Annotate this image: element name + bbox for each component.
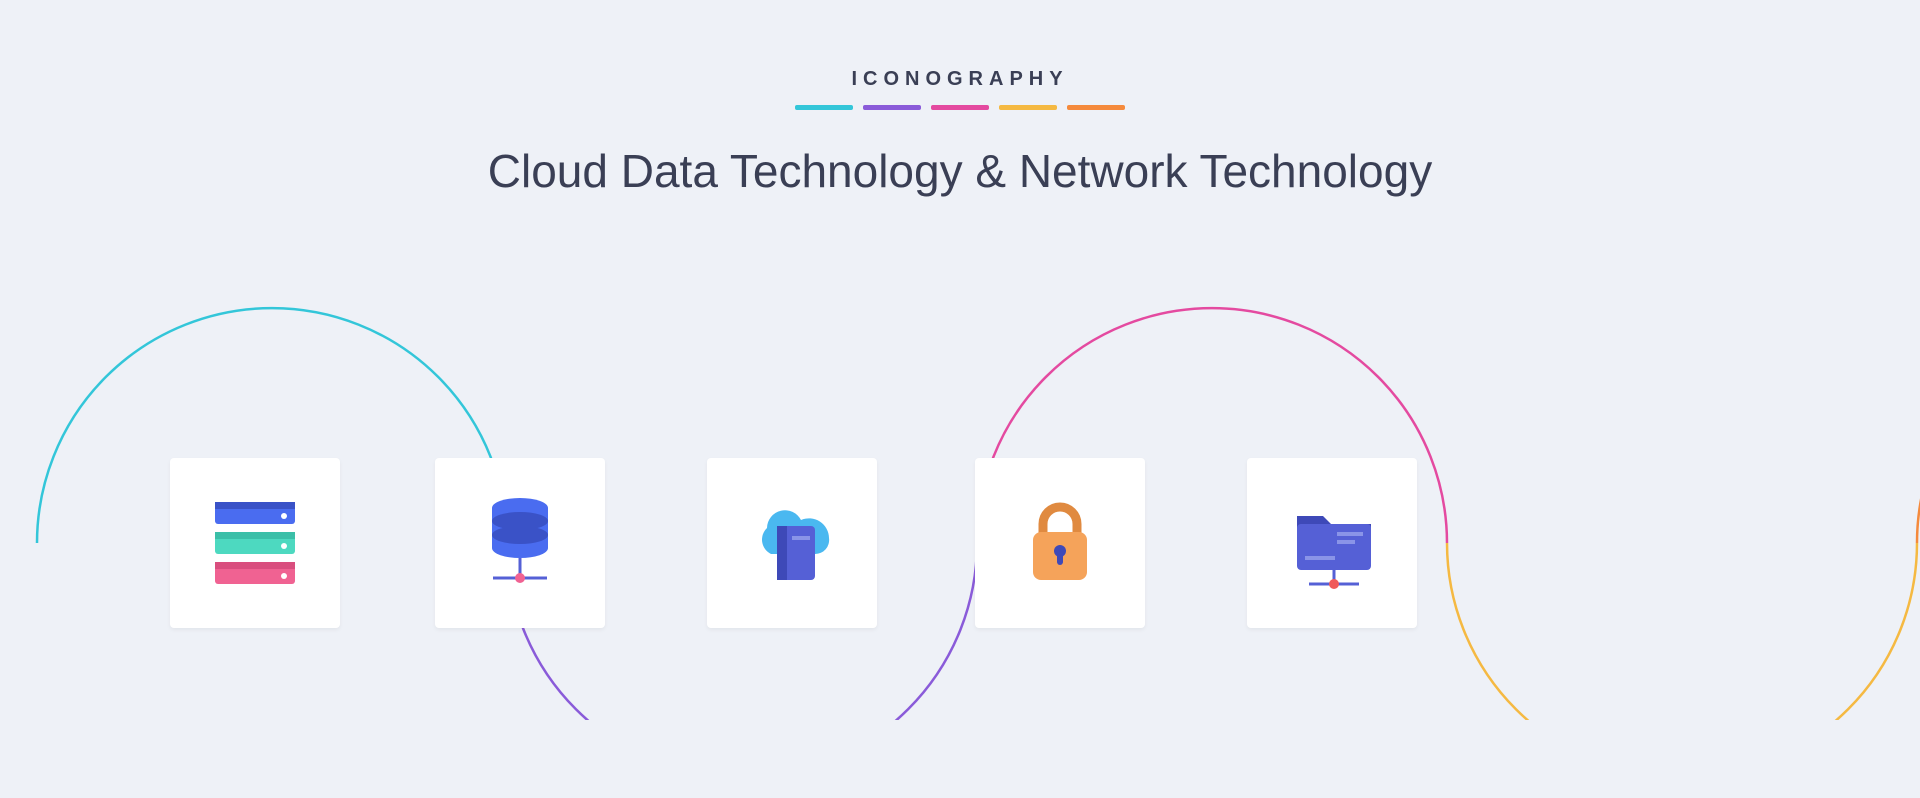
- cards-layer: [0, 300, 1920, 720]
- icon-card: [170, 458, 340, 628]
- underline-seg: [863, 105, 921, 110]
- underline-seg: [1067, 105, 1125, 110]
- stage: [0, 300, 1920, 720]
- underline-seg: [931, 105, 989, 110]
- icon-card: [707, 458, 877, 628]
- cloud-book-icon: [737, 488, 847, 598]
- database-network-icon: [465, 488, 575, 598]
- underline-seg: [999, 105, 1057, 110]
- brand-label: ICONOGRAPHY: [0, 68, 1920, 91]
- network-folder-icon: [1277, 488, 1387, 598]
- icon-card: [435, 458, 605, 628]
- header: ICONOGRAPHY Cloud Data Technology & Netw…: [0, 0, 1920, 198]
- brand-underline: [0, 105, 1920, 110]
- icon-card: [975, 458, 1145, 628]
- page-title: Cloud Data Technology & Network Technolo…: [0, 144, 1920, 198]
- lock-icon: [1005, 488, 1115, 598]
- server-rack-icon: [200, 488, 310, 598]
- underline-seg: [795, 105, 853, 110]
- icon-card: [1247, 458, 1417, 628]
